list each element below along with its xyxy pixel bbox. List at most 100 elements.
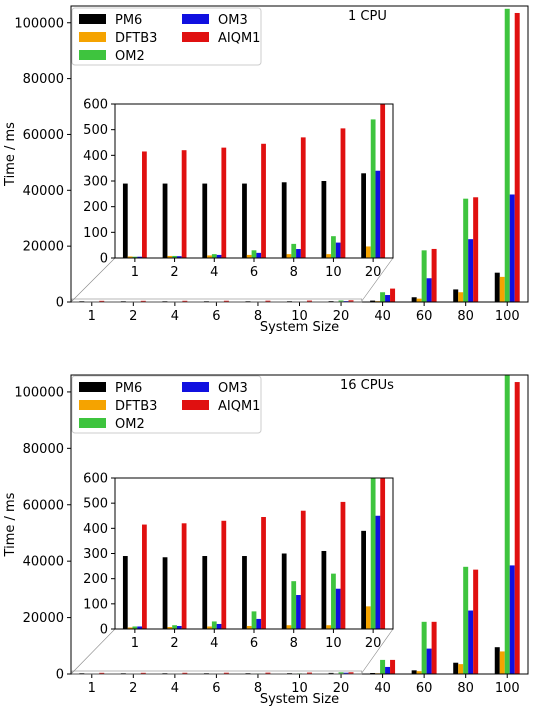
main-bar-om3-100 [509,565,515,674]
main-xtick-label: 2 [129,309,137,324]
inset-bar-pm6-8 [281,182,287,258]
legend-swatch-om3 [182,382,209,392]
inset-xtick-label: 1 [131,265,139,280]
legend-swatch-dftb3 [79,32,106,42]
main-bar-aiqm1-20 [348,672,354,674]
main-xtick-label: 8 [254,309,262,324]
inset-bar-pm6-4 [202,556,208,629]
main-xtick-label: 6 [212,309,220,324]
main-bar-om2-100 [504,375,510,674]
inset-bar-om2-2 [172,255,177,258]
inset-xtick-label: 6 [250,636,258,651]
main-ytick-label: 100000 [14,385,64,400]
inset-bar-dftb3-6 [246,625,252,629]
inset-ytick-label: 500 [83,497,108,512]
inset-bar-dftb3-2 [167,626,173,629]
inset-bar-om3-6 [256,252,262,258]
main-ytick-label: 60000 [23,498,64,513]
main-xtick-label: 100 [495,681,520,696]
main-bar-om2-40 [380,292,386,302]
inset-chart: 0 100 200 300 400 500 600 1 2 4 6 8 10 20 [83,98,394,280]
main-ytick-label: 60000 [23,128,64,143]
x-axis-title: System Size [260,692,339,706]
zoom-connector-left [71,257,116,302]
inset-bar-om3-10 [335,588,341,629]
main-bar-om2-60 [421,250,427,302]
inset-ytick-label: 300 [83,175,108,190]
inset-bar-aiqm1-1 [142,151,147,258]
inset-bar-aiqm1-20 [380,478,386,629]
inset-bar-aiqm1-1 [142,524,147,629]
main-bar-pm6-100 [494,272,500,302]
main-bar-aiqm1-40 [390,659,396,674]
main-bar-om2-20 [338,672,344,674]
inset-xtick-label: 1 [131,636,139,651]
main-bar-om3-20 [343,672,349,674]
main-bar-aiqm1-20 [348,300,354,302]
inset-bar-aiqm1-4 [221,520,227,629]
inset-bar-om2-6 [251,250,257,258]
zoom-connector-right [361,257,394,302]
main-xtick-label: 60 [416,681,433,696]
main-bar-dftb3-100 [499,651,505,674]
main-bar-pm6-60 [411,670,417,674]
inset-bar-pm6-20 [361,173,366,258]
main-ytick-label: 80000 [23,72,64,87]
main-bar-om3-100 [509,194,515,302]
inset-bar-aiqm1-2 [181,150,187,258]
main-xtick-label: 80 [457,309,474,324]
main-ytick-label: 0 [56,296,64,311]
legend-swatch-aiqm1 [182,400,209,410]
inset-ytick-label: 100 [83,226,108,241]
inset-bar-pm6-20 [361,530,366,629]
main-bar-aiqm1-2 [140,300,146,302]
main-xtick-label: 8 [254,681,262,696]
main-bar-aiqm1-4 [182,672,188,674]
main-bar-dftb3-100 [499,276,505,302]
main-ytick-label: 0 [56,668,64,683]
inset-bar-pm6-2 [162,557,168,629]
inset-xtick-label: 20 [365,265,382,280]
main-bar-aiqm1-80 [473,197,479,302]
inset-bar-dftb3-6 [246,254,252,258]
inset-bar-om2-4 [211,254,217,258]
inset-bar-dftb3-1 [127,627,133,629]
inset-ytick-label: 500 [83,123,108,138]
inset-bar-aiqm1-6 [261,517,266,629]
main-xtick-label: 10 [291,309,308,324]
main-bar-pm6-80 [453,289,459,302]
inset-ytick-label: 400 [83,522,108,537]
main-bar-om3-60 [426,648,432,674]
inset-xtick-label: 10 [325,636,342,651]
main-xtick-label: 4 [171,681,179,696]
inset-bar-dftb3-10 [326,625,332,630]
legend-box [71,375,262,434]
legend-swatch-om3 [182,14,209,24]
inset-bar-aiqm1-4 [221,147,227,258]
inset-bar-om3-2 [176,625,182,629]
inset-bar-om2-20 [370,119,376,259]
inset-bar-om2-1 [132,626,138,629]
main-ytick-label: 20000 [23,611,64,626]
inset-bar-om3-20 [375,515,381,629]
inset-bar-dftb3-4 [207,255,212,258]
legend-box [71,7,262,66]
main-bar-aiqm1-8 [265,300,271,302]
main-bar-om3-80 [468,239,474,302]
inset-xtick-label: 10 [325,265,342,280]
inset-bar-om2-20 [370,478,376,629]
inset-bar-pm6-6 [242,556,247,629]
legend-swatch-pm6 [79,14,106,24]
inset-bar-om3-1 [137,256,143,258]
inset-bar-pm6-1 [122,183,128,258]
main-ytick-label: 40000 [23,555,64,570]
main-bar-pm6-80 [453,662,459,674]
zoom-connector-right [361,628,394,674]
legend-label-pm6: PM6 [115,381,142,396]
inset-bar-aiqm1-8 [300,510,306,629]
main-xtick-label: 20 [333,309,350,324]
inset-bar-om3-4 [216,254,222,258]
main-bar-om2-60 [421,621,427,674]
